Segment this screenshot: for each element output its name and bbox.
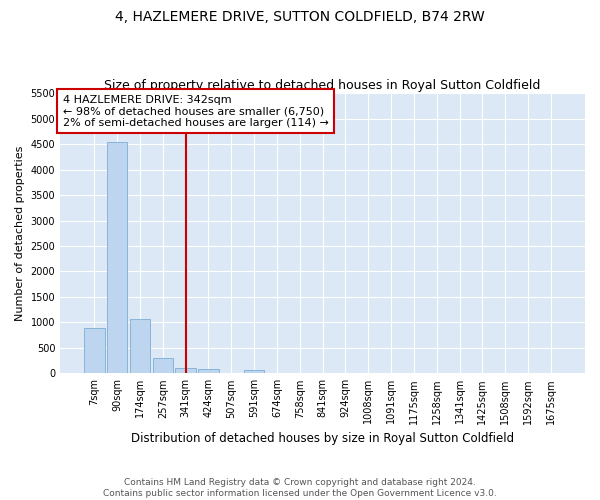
Bar [198, 370, 219, 374]
Bar [244, 370, 265, 374]
Text: 4, HAZLEMERE DRIVE, SUTTON COLDFIELD, B74 2RW: 4, HAZLEMERE DRIVE, SUTTON COLDFIELD, B7… [115, 10, 485, 24]
Bar [152, 358, 173, 374]
Text: 4 HAZLEMERE DRIVE: 342sqm
← 98% of detached houses are smaller (6,750)
2% of sem: 4 HAZLEMERE DRIVE: 342sqm ← 98% of detac… [63, 94, 329, 128]
Bar [107, 142, 127, 374]
Bar [84, 328, 104, 374]
Bar [175, 368, 196, 374]
Y-axis label: Number of detached properties: Number of detached properties [15, 146, 25, 321]
Text: Contains HM Land Registry data © Crown copyright and database right 2024.
Contai: Contains HM Land Registry data © Crown c… [103, 478, 497, 498]
Bar [130, 320, 150, 374]
X-axis label: Distribution of detached houses by size in Royal Sutton Coldfield: Distribution of detached houses by size … [131, 432, 514, 445]
Title: Size of property relative to detached houses in Royal Sutton Coldfield: Size of property relative to detached ho… [104, 79, 541, 92]
